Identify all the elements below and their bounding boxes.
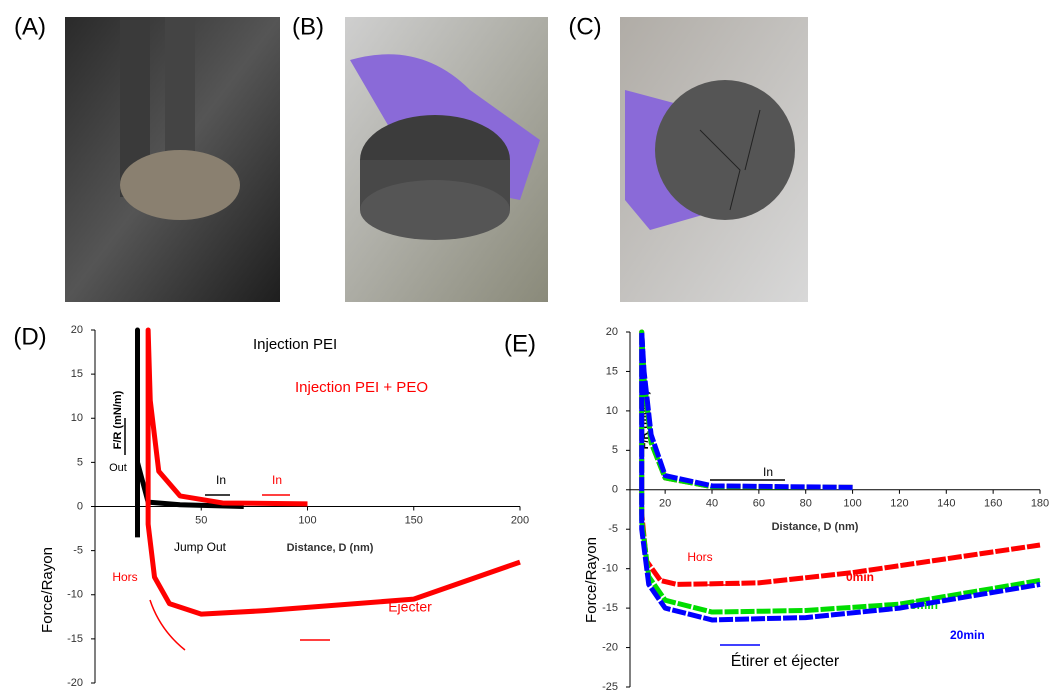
panel-label: (B) bbox=[292, 13, 324, 40]
photo-c bbox=[620, 17, 808, 302]
y-tick-label: -25 bbox=[602, 681, 618, 692]
x-axis-label: Distance, D (nm) bbox=[287, 542, 374, 554]
force-curve bbox=[148, 330, 520, 614]
series-label: Injection PEI bbox=[253, 336, 337, 353]
y-tick-label: 0 bbox=[77, 500, 83, 512]
y-tick-label: -5 bbox=[608, 523, 618, 535]
force-curve bbox=[642, 332, 1040, 612]
x-tick-label: 180 bbox=[1031, 498, 1049, 510]
y-tick-label: -10 bbox=[67, 589, 83, 601]
y-tick-label: 20 bbox=[606, 326, 618, 338]
series-label: 0min bbox=[846, 570, 874, 584]
y-tick-label: 15 bbox=[71, 368, 83, 380]
x-tick-label: 100 bbox=[298, 514, 316, 526]
side-label: Force/Rayon bbox=[39, 547, 56, 633]
y-tick-label: -15 bbox=[67, 633, 83, 645]
y-tick-label: 10 bbox=[606, 405, 618, 417]
y-tick-label: 10 bbox=[71, 412, 83, 424]
photo-b bbox=[345, 17, 548, 302]
y-tick-label: 5 bbox=[77, 456, 83, 468]
series-label: 20min bbox=[950, 628, 985, 642]
x-tick-label: 80 bbox=[800, 498, 812, 510]
side-label: Force/Rayon bbox=[583, 537, 600, 623]
y-tick-label: -5 bbox=[73, 545, 83, 557]
x-tick-label: 40 bbox=[706, 498, 718, 510]
panel-label: (E) bbox=[504, 330, 536, 357]
y-tick-label: 0 bbox=[612, 484, 618, 496]
x-tick-label: 60 bbox=[753, 498, 765, 510]
annotation: In bbox=[272, 473, 282, 487]
annotation: Éjecter bbox=[388, 599, 432, 615]
annotation: In bbox=[216, 473, 226, 487]
annotation: Étirer et éjecter bbox=[731, 651, 840, 670]
annotation: Hors bbox=[687, 550, 712, 564]
x-tick-label: 20 bbox=[659, 498, 671, 510]
x-tick-label: 100 bbox=[843, 498, 861, 510]
x-tick-label: 50 bbox=[195, 514, 207, 526]
y-tick-label: 20 bbox=[71, 324, 83, 336]
series-label: Injection PEI + PEO bbox=[295, 379, 428, 396]
annotation: In bbox=[763, 465, 773, 479]
panel-label: (C) bbox=[568, 13, 601, 40]
x-tick-label: 200 bbox=[511, 514, 529, 526]
force-curve bbox=[642, 332, 1040, 584]
x-tick-label: 150 bbox=[405, 514, 423, 526]
y-tick-label: -10 bbox=[602, 563, 618, 575]
y-tick-label: 15 bbox=[606, 365, 618, 377]
annotation: Out bbox=[109, 462, 127, 474]
y-axis-label: F/R (mN/m) bbox=[112, 390, 124, 449]
force-curve bbox=[642, 332, 1040, 620]
figure: (A)(B)(C)(D)-20-15-10-505101520501001502… bbox=[0, 0, 1055, 692]
panel-label: (A) bbox=[14, 13, 46, 40]
panel-label: (D) bbox=[13, 323, 46, 350]
x-tick-label: 120 bbox=[890, 498, 908, 510]
y-tick-label: -15 bbox=[602, 602, 618, 614]
x-axis-label: Distance, D (nm) bbox=[772, 521, 859, 533]
annotation: Jump Out bbox=[174, 540, 227, 554]
annotation: Hors bbox=[112, 570, 137, 584]
x-tick-label: 140 bbox=[937, 498, 955, 510]
y-tick-label: -20 bbox=[67, 677, 83, 689]
photo-a bbox=[65, 17, 280, 302]
y-tick-label: -20 bbox=[602, 641, 618, 653]
y-tick-label: 5 bbox=[612, 444, 618, 456]
x-tick-label: 160 bbox=[984, 498, 1002, 510]
